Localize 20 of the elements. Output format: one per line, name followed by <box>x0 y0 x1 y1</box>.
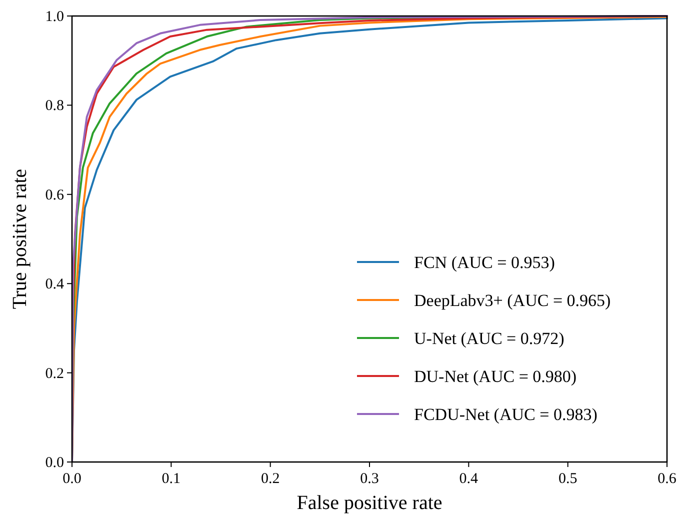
y-tick-label: 0.6 <box>45 187 64 204</box>
x-tick-label: 0.4 <box>459 471 479 487</box>
y-tick-label: 0.4 <box>45 276 64 293</box>
legend-label: FCN (AUC = 0.953) <box>414 253 555 272</box>
x-tick-label: 0.2 <box>260 471 280 487</box>
legend-label: DU-Net (AUC = 0.980) <box>414 367 577 386</box>
x-tick-label: 0.0 <box>62 471 82 487</box>
legend-label: DeepLabv3+ (AUC = 0.965) <box>414 291 611 310</box>
y-axis-title: True positive rate <box>9 168 31 310</box>
x-tick-label: 0.6 <box>658 471 677 487</box>
x-tick-label: 0.5 <box>558 471 578 487</box>
x-axis-title: False positive rate <box>296 492 442 514</box>
x-tick-label: 0.1 <box>162 471 181 487</box>
legend-label: FCDU-Net (AUC = 0.983) <box>414 405 598 424</box>
y-tick-label: 0.0 <box>45 455 64 471</box>
x-tick-label: 0.3 <box>360 471 379 487</box>
legend-label: U-Net (AUC = 0.972) <box>414 329 564 348</box>
y-tick-label: 1.0 <box>45 9 64 25</box>
y-tick-label: 0.2 <box>45 366 64 382</box>
y-tick-label: 0.8 <box>45 98 64 114</box>
